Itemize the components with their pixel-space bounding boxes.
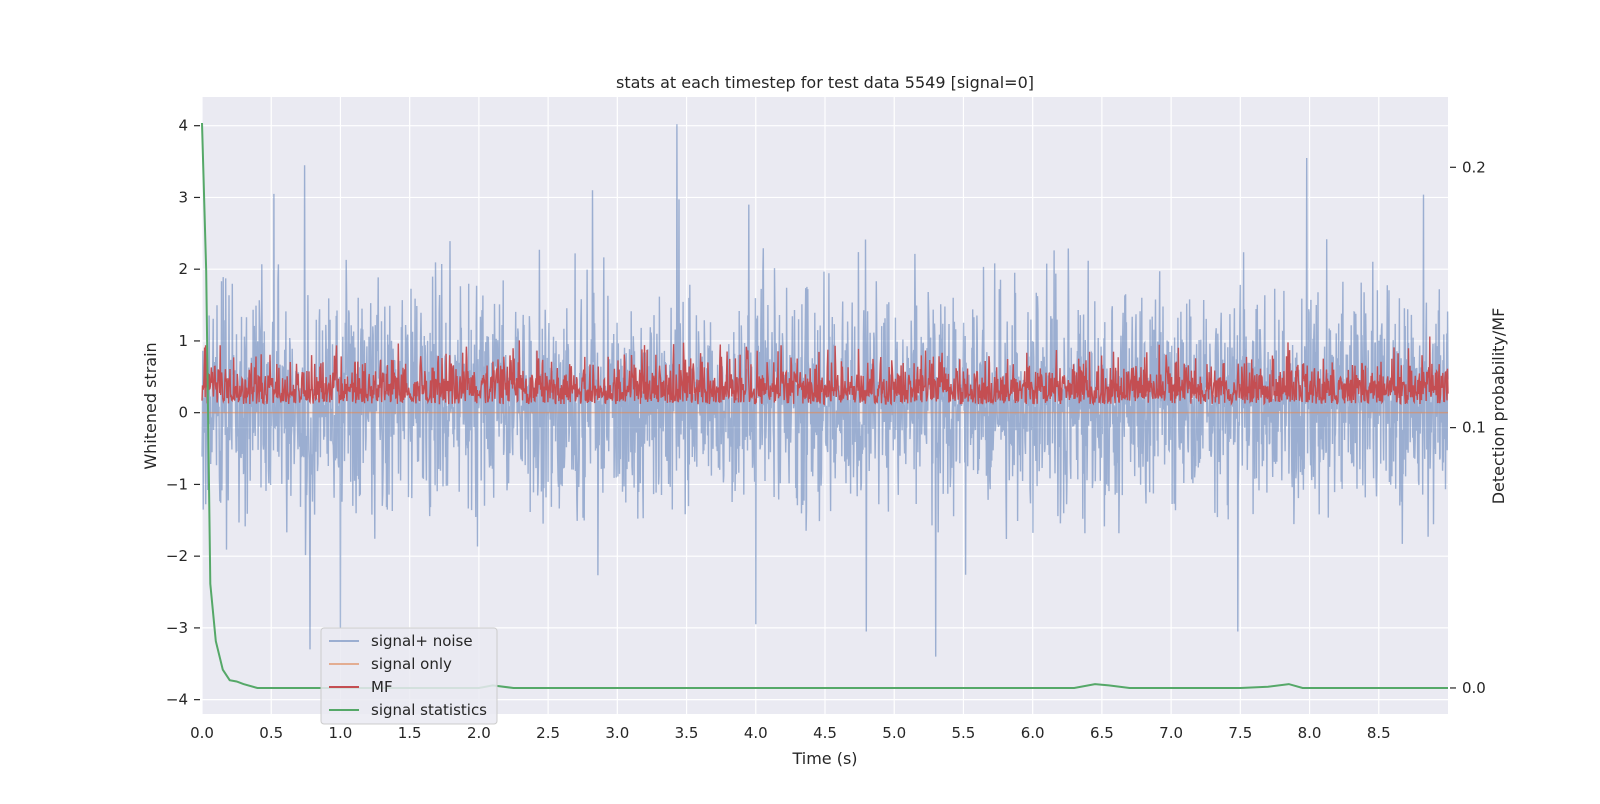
x-tick-label-5: 2.5 <box>536 724 560 742</box>
legend-label-signal-statistics: signal statistics <box>371 701 487 719</box>
x-axis-label: Time (s) <box>791 749 857 768</box>
legend-label-signal-only: signal only <box>371 655 452 673</box>
legend-label-signal-noise: signal+ noise <box>371 632 473 650</box>
x-tick-label-12: 6.0 <box>1021 724 1045 742</box>
x-tick-label-6: 3.0 <box>605 724 629 742</box>
y-tick-label-8: −4 <box>166 691 188 709</box>
y-tick-label-3: 1 <box>178 332 188 350</box>
y-tick-label-4: 0 <box>178 404 188 422</box>
y-tick-label-6: −2 <box>166 547 188 565</box>
chart-title: stats at each timestep for test data 554… <box>616 73 1034 92</box>
x-tick-label-0: 0.0 <box>190 724 214 742</box>
y2-tick-label-2: 0.0 <box>1462 679 1486 697</box>
y2-tick-label-0: 0.2 <box>1462 158 1486 176</box>
x-tick-label-11: 5.5 <box>952 724 976 742</box>
y-tick-label-1: 3 <box>178 188 188 206</box>
x-axis: 0.0 0.5 1.0 1.5 2.0 2.5 3.0 3.5 4.0 4.5 5.0 5.5 6.0 6… <box>190 724 1391 742</box>
y2-axis-label: Detection probability/MF <box>1489 308 1508 505</box>
x-tick-label-14: 7.0 <box>1159 724 1183 742</box>
x-tick-label-3: 1.5 <box>398 724 422 742</box>
x-tick-label-1: 0.5 <box>259 724 283 742</box>
y-tick-label-7: −3 <box>166 619 188 637</box>
x-tick-label-13: 6.5 <box>1090 724 1114 742</box>
x-tick-label-4: 2.0 <box>467 724 491 742</box>
x-tick-label-2: 1.0 <box>329 724 353 742</box>
legend: signal+ noise signal only MF signal stat… <box>321 628 497 724</box>
x-tick-label-7: 3.5 <box>675 724 699 742</box>
x-tick-label-17: 8.5 <box>1367 724 1391 742</box>
y-tick-label-2: 2 <box>178 260 188 278</box>
x-tick-label-8: 4.0 <box>744 724 768 742</box>
x-tick-label-10: 5.0 <box>882 724 906 742</box>
y-axis-label: Whitened strain <box>141 342 160 469</box>
x-tick-label-16: 8.0 <box>1298 724 1322 742</box>
x-tick-label-9: 4.5 <box>813 724 837 742</box>
y-axis-left: 4 3 2 1 0 −1 −2 −3 −4 <box>166 117 200 709</box>
x-tick-label-15: 7.5 <box>1228 724 1252 742</box>
y-tick-label-5: −1 <box>166 475 188 493</box>
legend-label-mf: MF <box>371 678 393 696</box>
y2-tick-label-1: 0.1 <box>1462 419 1486 437</box>
y-axis-right: 0.2 0.1 0.0 <box>1450 158 1486 697</box>
y-tick-label-0: 4 <box>178 117 188 135</box>
